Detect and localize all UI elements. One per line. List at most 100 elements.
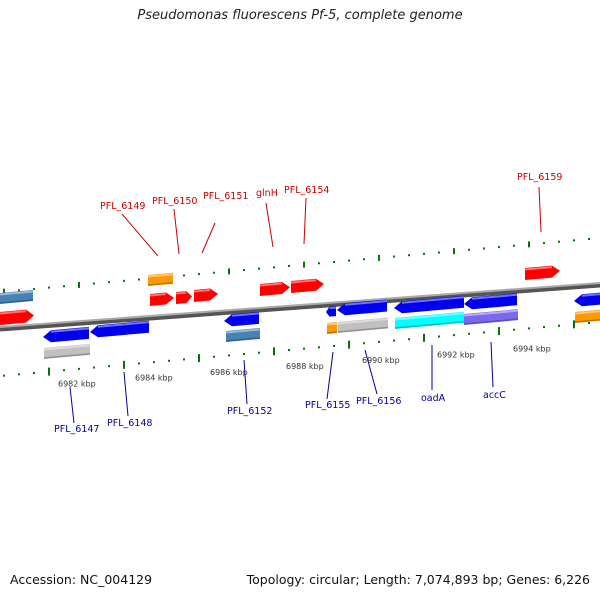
orange-feature-box-shine [147,273,174,278]
reverse-gene-arrow [326,306,337,317]
kbp-tick-label: 6988 kbp [286,362,324,371]
reverse-gene-label: PFL_6155 [305,400,350,411]
forward-gene-label: PFL_6151 [203,191,248,202]
forward-gene-arrow-body [525,265,560,280]
steelblue-feature-box-shade [225,337,261,342]
forward-gene-leader-line [121,213,159,257]
gray-feature-box-shine [43,344,91,351]
forward-gene-leader-line [303,197,307,245]
map-title: Pseudomonas fluorescens Pf-5, complete g… [137,8,463,23]
steelblue-feature-box-shine [0,290,34,296]
reverse-gene-leader-line [69,386,75,424]
forward-gene-arrow-shine [259,282,283,287]
forward-gene-label: PFL_6149 [100,201,145,212]
orange-feature-box-shade [147,282,174,286]
genome-summary-text: Topology: circular; Length: 7,074,893 bp… [246,572,590,587]
cyan-feature-box-shade [394,321,465,329]
forward-gene-arrow-shine [149,293,167,297]
reverse-gene-label: PFL_6148 [107,418,152,429]
reverse-gene-arrow [224,311,260,327]
reverse-gene-arrow [464,293,518,310]
forward-gene-arrow [524,265,560,280]
slate-feature-box-shade [463,318,519,325]
orange-feature-box-shade [326,331,338,334]
forward-gene-leader-line [173,208,180,255]
steelblue-feature-box-shine [225,328,261,334]
forward-gene-arrow-body [150,292,174,306]
forward-gene-arrow [290,278,324,293]
cyan-feature-box [395,311,464,329]
forward-gene-label: PFL_6154 [284,185,329,196]
reverse-gene-arrow-shine [581,293,600,297]
orange-feature-box [327,322,337,334]
reverse-gene-arrow [394,295,465,314]
reverse-gene-arrow-body [574,292,600,307]
orange-feature-box-shade [574,319,600,323]
kbp-tick-label: 6994 kbp [513,345,551,354]
reverse-gene-arrow-shine [50,327,90,333]
forward-gene-leader-line [201,222,216,254]
forward-gene-leader-line [265,202,274,248]
forward-gene-arrow [193,288,218,302]
forward-gene-arrow-body [260,282,290,296]
reverse-gene-leader-line [243,359,248,405]
orange-feature-box-shine [574,310,600,315]
steelblue-feature-box-shade [0,299,34,304]
reverse-gene-arrow-shine [329,306,337,310]
forward-gene-label: PFL_6159 [517,172,562,183]
reverse-gene-label: PFL_6147 [54,424,99,435]
orange-feature-box [148,272,173,286]
gray-feature-box [44,343,90,359]
forward-gene-arrow-shine [290,279,317,284]
gray-feature-box-shade [43,353,91,359]
reverse-gene-arrow [43,326,90,343]
reverse-gene-arrow [574,292,600,307]
gray-feature-box-shine [337,318,389,325]
forward-gene-arrow [0,309,34,325]
forward-gene-arrow-body [176,291,192,304]
slate-feature-box [464,309,518,325]
reverse-gene-arrow-shine [471,293,518,300]
reverse-gene-arrow-shine [401,296,465,304]
reverse-gene-arrow-body [43,326,89,343]
reverse-gene-arrow-shine [97,321,150,328]
forward-gene-arrow [149,292,174,306]
reverse-gene-arrow-body [90,320,149,338]
gray-feature-box [338,317,388,333]
reverse-gene-arrow [337,299,388,316]
cyan-feature-box-shine [394,312,465,321]
forward-gene-arrow-body [194,288,218,302]
reverse-gene-leader-line [326,351,334,400]
forward-gene-label: PFL_6150 [152,196,197,207]
steelblue-feature-box [226,327,260,342]
forward-gene-arrow-body [0,309,34,325]
reverse-gene-label: accC [483,390,506,401]
reverse-gene-label: PFL_6152 [227,406,272,417]
reverse-gene-label: PFL_6156 [356,396,401,407]
slate-feature-box-shine [463,309,519,317]
forward-gene-arrow-shine [0,310,27,315]
steelblue-feature-box [0,290,33,304]
reverse-gene-arrow-shine [231,312,260,317]
reverse-gene-arrow-shine [344,300,388,306]
reverse-gene-leader-line [123,371,129,417]
reverse-gene-leader-line [490,341,494,388]
forward-gene-leader-line [538,186,542,233]
kbp-tick-label: 6984 kbp [135,374,173,383]
forward-gene-label: glnH [256,188,278,199]
gray-feature-box-shade [337,326,389,333]
forward-gene-arrow-shine [175,291,187,295]
kbp-tick-label: 6982 kbp [58,380,96,389]
forward-gene-arrow [259,282,290,296]
reverse-gene-arrow-body [224,311,259,327]
reverse-gene-arrow-body [464,293,517,310]
orange-feature-box [575,309,600,323]
forward-gene-arrow-shine [193,289,211,293]
reverse-gene-arrow-body [394,295,464,314]
accession-text: Accession: NC_004129 [10,572,153,587]
backbone-line [0,282,600,332]
forward-gene-arrow-shine [524,266,553,271]
reverse-gene-arrow-body [326,306,336,317]
